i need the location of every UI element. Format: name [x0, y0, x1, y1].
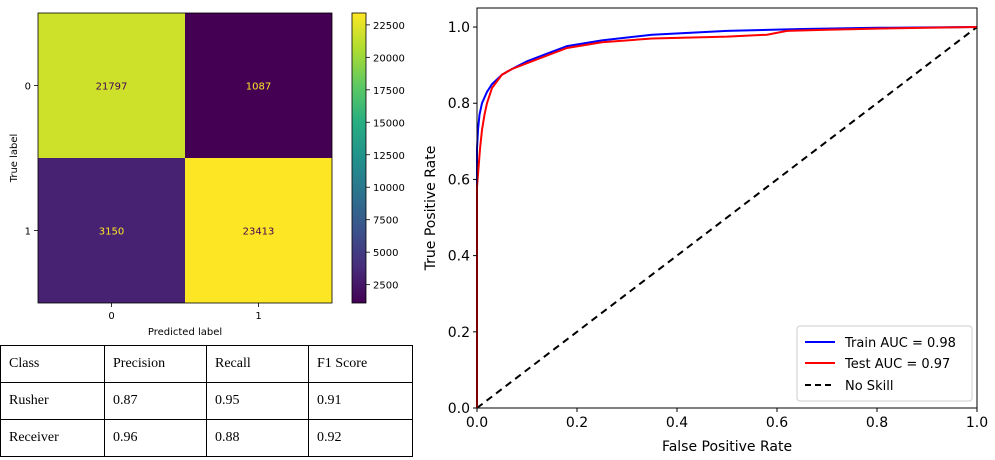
roc-ytick-label: 1.0 [448, 20, 470, 36]
cm-cell-value: 1087 [246, 82, 271, 93]
cm-cell-value: 21797 [96, 82, 128, 93]
colorbar-tick-label: 5000 [373, 248, 398, 259]
colorbar-tick-label: 2500 [373, 281, 398, 292]
cm-xtick-label: 0 [108, 311, 114, 322]
header-precision: Precision [105, 346, 207, 383]
roc-ytick-label: 0.0 [448, 401, 470, 417]
table-row: Rusher 0.87 0.95 0.91 [1, 383, 413, 420]
cm-xtick-label: 1 [255, 311, 261, 322]
header-recall: Recall [207, 346, 309, 383]
table-cell: 0.88 [207, 420, 309, 457]
legend-label-train: Train AUC = 0.98 [844, 336, 956, 351]
colorbar-gradient [352, 13, 366, 303]
roc-xtick-label: 0.6 [766, 415, 788, 431]
header-f1-score: F1 Score [309, 346, 413, 383]
cm-cell-value: 3150 [99, 227, 124, 238]
cm-cell-value: 23413 [243, 227, 275, 238]
colorbar-tick-label: 15000 [373, 118, 405, 129]
cm-ylabel: True label [9, 134, 20, 184]
colorbar-tick-label: 10000 [373, 183, 405, 194]
colorbar-tick-label: 12500 [373, 151, 405, 162]
roc-xlabel: False Positive Rate [662, 439, 792, 455]
colorbar-tick-label: 7500 [373, 216, 398, 227]
colorbar-tick-label: 22500 [373, 21, 405, 32]
colorbar-tick-label: 17500 [373, 86, 405, 97]
roc-xtick-label: 0.4 [666, 415, 688, 431]
legend-label-test: Test AUC = 0.97 [844, 357, 950, 372]
roc-xtick-label: 0.2 [566, 415, 588, 431]
confusion-matrix-cells: 21797 1087 3150 23413 [38, 13, 332, 303]
roc-ytick-label: 0.6 [448, 172, 470, 188]
roc-ylabel: True Positive Rate [423, 146, 439, 272]
colorbar: 2500 5000 7500 10000 12500 15000 17500 20000 225… [352, 13, 405, 303]
roc-plot: 0.0 0.2 0.4 0.6 0.8 1.0 0.0 0.2 0.4 0.6 0.8 1.0 Fal… [423, 8, 988, 455]
cm-xlabel: Predicted label [148, 327, 222, 338]
table-header-row: Class Precision Recall F1 Score [1, 346, 413, 383]
table-cell: 0.87 [105, 383, 207, 420]
cm-ytick-label: 0 [25, 82, 31, 93]
header-class: Class [1, 346, 105, 383]
roc-xtick-label: 0.0 [466, 415, 488, 431]
roc-ytick-label: 0.4 [448, 249, 470, 265]
metrics-table: Class Precision Recall F1 Score Rusher 0… [0, 345, 413, 457]
table-cell: 0.92 [309, 420, 413, 457]
roc-ytick-label: 0.8 [448, 96, 470, 112]
legend-label-no-skill: No Skill [845, 379, 893, 394]
table-cell: 0.95 [207, 383, 309, 420]
table-row: Receiver 0.96 0.88 0.92 [1, 420, 413, 457]
roc-ytick-label: 0.2 [448, 325, 470, 341]
colorbar-tick-label: 20000 [373, 53, 405, 64]
colorbar-ticks: 2500 5000 7500 10000 12500 15000 17500 20000 225… [366, 21, 405, 292]
cm-ytick-label: 1 [25, 227, 31, 238]
roc-xtick-label: 0.8 [866, 415, 888, 431]
roc-legend: Train AUC = 0.98 Test AUC = 0.97 No Skil… [797, 326, 972, 401]
table-cell: Rusher [1, 383, 105, 420]
table-cell: 0.91 [309, 383, 413, 420]
table-cell: Receiver [1, 420, 105, 457]
table-cell: 0.96 [105, 420, 207, 457]
roc-xtick-label: 1.0 [966, 415, 988, 431]
